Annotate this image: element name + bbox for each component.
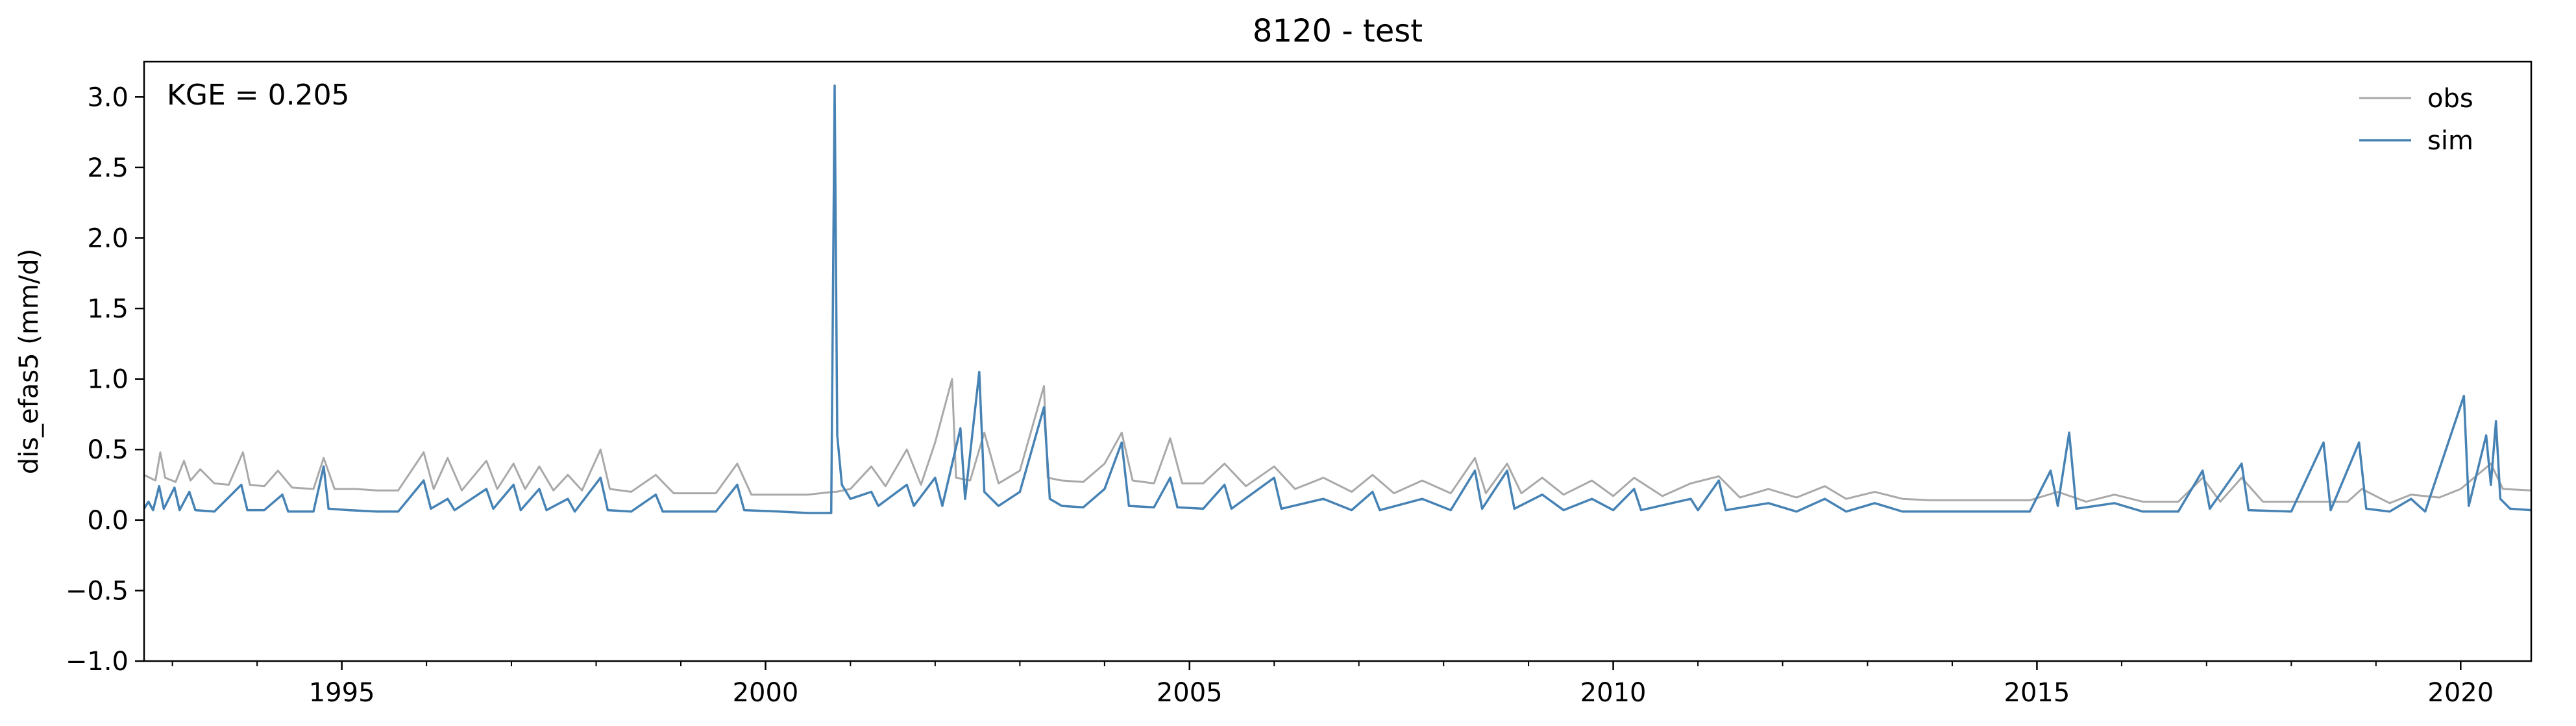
x-tick-label: 2015 xyxy=(2004,678,2070,708)
y-tick-label: 3.0 xyxy=(87,82,129,112)
legend-label-obs: obs xyxy=(2427,84,2473,114)
y-tick-label: −1.0 xyxy=(66,647,129,677)
x-tick-label: 2000 xyxy=(733,678,799,708)
x-tick-label: 2020 xyxy=(2427,678,2494,708)
x-tick-label: 2005 xyxy=(1157,678,1223,708)
y-tick-label: 0.5 xyxy=(87,435,129,465)
y-tick-label: 1.0 xyxy=(87,365,129,395)
kge-annotation: KGE = 0.205 xyxy=(167,79,350,112)
x-tick-label: 2010 xyxy=(1580,678,1647,708)
x-tick-label: 1995 xyxy=(309,678,375,708)
chart-title: 8120 - test xyxy=(1253,13,1423,49)
series-line-sim xyxy=(144,84,2531,514)
y-tick-label: −0.5 xyxy=(66,576,129,606)
y-tick-label: 1.5 xyxy=(87,294,129,324)
series-line-obs xyxy=(144,378,2531,505)
y-tick-label: 2.5 xyxy=(87,153,129,183)
legend-label-sim: sim xyxy=(2427,126,2473,156)
plot-frame xyxy=(143,60,2533,662)
legend: obs sim xyxy=(2359,84,2473,156)
y-tick-label: 2.0 xyxy=(87,223,129,253)
y-axis-title: dis_efas5 (mm/d) xyxy=(14,249,44,475)
y-tick-label: 0.0 xyxy=(87,506,129,536)
